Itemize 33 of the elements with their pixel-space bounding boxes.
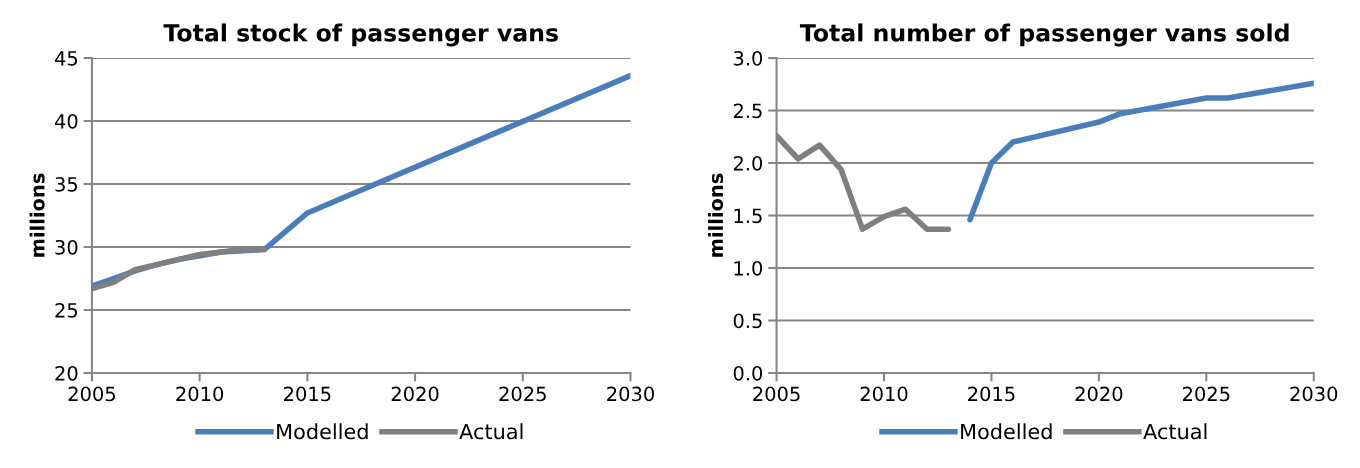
x-tick-label: 2025 xyxy=(499,386,546,402)
x-tick-label: 2010 xyxy=(176,386,224,402)
y-axis-title: millions xyxy=(29,173,45,257)
y-tick-label: 25 xyxy=(55,302,78,318)
y-tick-label: 0.5 xyxy=(733,313,762,329)
x-tick-label: 2015 xyxy=(284,386,331,402)
legend-label: Modelled xyxy=(277,423,368,440)
x-tick-label: 2030 xyxy=(607,386,654,402)
y-tick-label: 2.0 xyxy=(733,155,763,171)
y-tick-label: 1.0 xyxy=(734,260,763,276)
y-tick-label: 45 xyxy=(54,51,78,66)
y-tick-label: 0.0 xyxy=(733,365,763,381)
x-tick-label: 2010 xyxy=(860,386,908,402)
x-tick-label: 2020 xyxy=(391,386,439,402)
y-tick-label: 1.5 xyxy=(734,208,762,224)
x-tick-label: 2025 xyxy=(1183,386,1230,402)
y-tick-label: 30 xyxy=(55,239,78,255)
y-axis-title: millions xyxy=(708,173,724,257)
x-tick-label: 2005 xyxy=(68,386,115,402)
x-tick-label: 2030 xyxy=(1290,386,1338,402)
y-tick-label: 40 xyxy=(54,113,78,129)
chart-title: Total number of passenger vans sold xyxy=(799,23,1289,47)
x-tick-label: 2015 xyxy=(968,386,1015,402)
y-tick-label: 3.0 xyxy=(733,50,763,66)
legend-label: Actual xyxy=(459,423,523,440)
x-tick-label: 2005 xyxy=(753,386,800,402)
x-tick-label: 2020 xyxy=(1075,386,1123,402)
y-tick-label: 35 xyxy=(55,176,78,192)
legend-label: Actual xyxy=(1143,423,1207,440)
chart-title: Total stock of passenger vans xyxy=(163,23,558,47)
legend-label: Modelled xyxy=(961,423,1052,440)
y-tick-label: 2.5 xyxy=(733,103,762,119)
y-tick-label: 20 xyxy=(55,365,78,381)
